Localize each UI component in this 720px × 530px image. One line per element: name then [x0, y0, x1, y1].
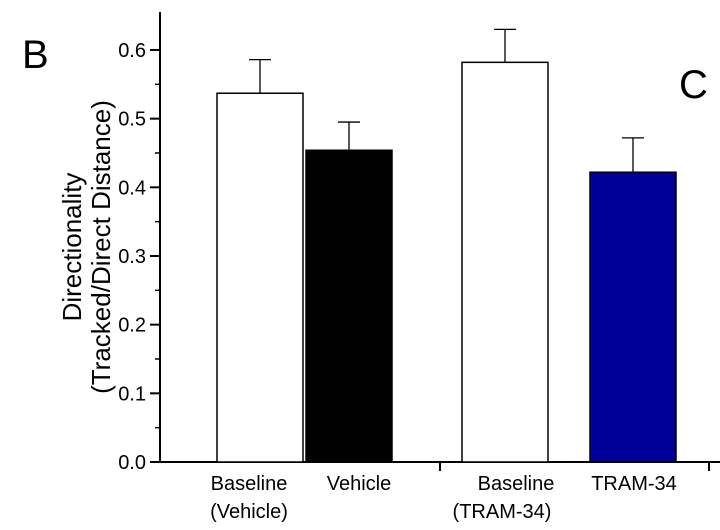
x-tick-label: Baseline [478, 473, 555, 495]
y-tick-label: 0.6 [118, 40, 146, 62]
y-tick-label: 0.1 [118, 383, 146, 405]
bars [216, 28, 677, 463]
x-tick-labels: Baseline (Vehicle) Vehicle Baseline (TRAM-34… [210, 473, 677, 523]
x-tick-label: Vehicle [327, 473, 392, 495]
x-tick-label-line2: (Vehicle) [210, 501, 288, 523]
bar [461, 61, 549, 463]
next-panel-label-cut-off: C [679, 63, 708, 107]
y-tick-label: 0.0 [118, 452, 146, 474]
bar [305, 149, 393, 463]
y-tick-label: 0.2 [118, 315, 146, 337]
y-tick-label: 0.4 [118, 177, 146, 199]
x-tick-label: Baseline [211, 473, 288, 495]
x-tick-label-line2: (TRAM-34) [453, 501, 552, 523]
bar [589, 171, 677, 463]
y-axis-label-line1: Directionality [57, 173, 87, 322]
x-tick-label: TRAM-34 [591, 473, 677, 495]
panel-label: B [22, 33, 49, 77]
y-axis-label-line2: (Tracked/Direct Distance) [86, 100, 116, 394]
bar [216, 92, 304, 463]
y-tick-label: 0.5 [118, 109, 146, 131]
y-tick-label: 0.3 [118, 246, 146, 268]
y-axis-label: Directionality (Tracked/Direct Distance) [57, 100, 116, 394]
